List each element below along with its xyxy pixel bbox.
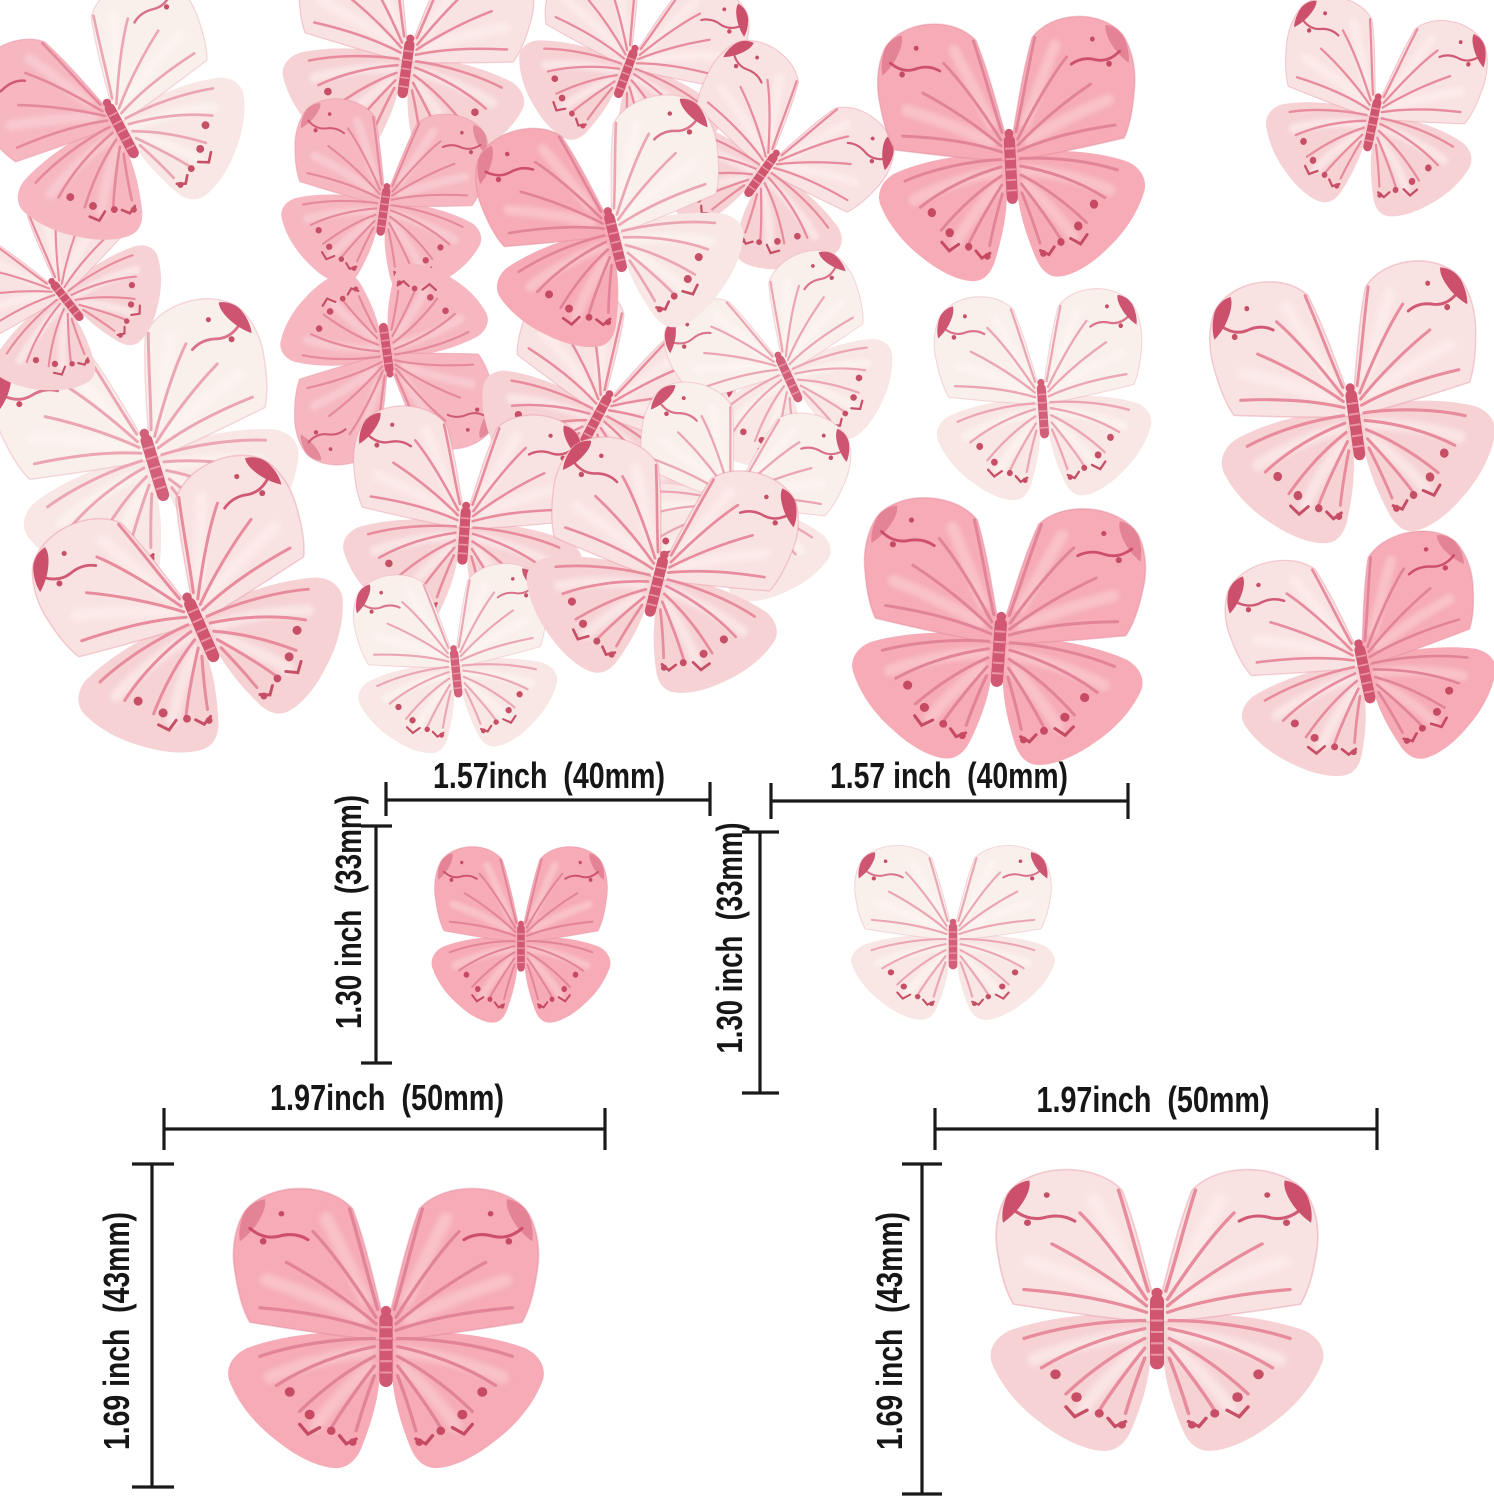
svg-text:1.30 inch (33mm): 1.30 inch (33mm) xyxy=(709,823,750,1054)
svg-text:1.69 inch (43mm): 1.69 inch (43mm) xyxy=(869,1212,910,1450)
svg-text:1.97inch (50mm): 1.97inch (50mm) xyxy=(1037,1079,1270,1120)
svg-text:1.69 inch (43mm): 1.69 inch (43mm) xyxy=(96,1212,137,1450)
svg-text:1.30 inch (33mm): 1.30 inch (33mm) xyxy=(328,795,369,1029)
svg-text:1.97inch (50mm): 1.97inch (50mm) xyxy=(270,1077,504,1118)
svg-text:1.57 inch (40mm): 1.57 inch (40mm) xyxy=(830,755,1068,796)
svg-text:1.57inch (40mm): 1.57inch (40mm) xyxy=(433,755,665,796)
